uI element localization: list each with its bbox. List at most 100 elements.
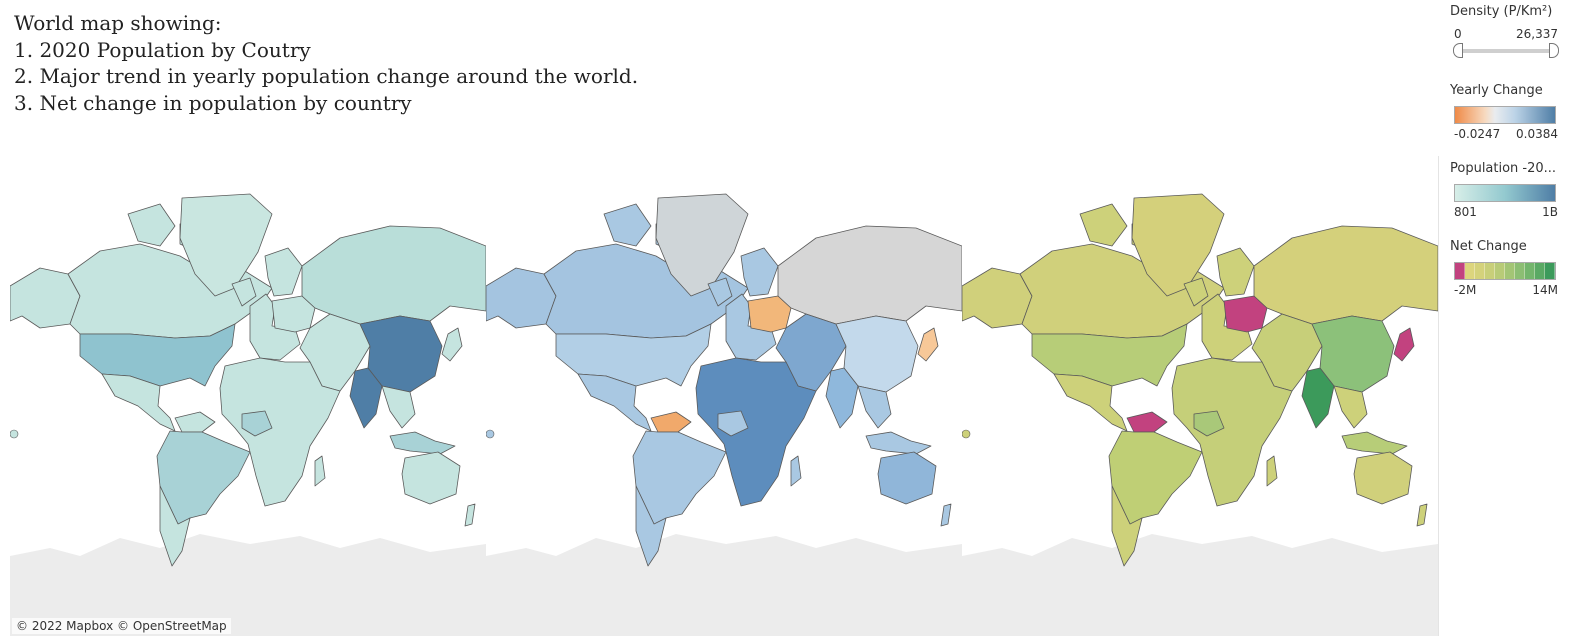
- density-min-label: 0: [1454, 27, 1462, 41]
- russia-region[interactable]: [1253, 225, 1438, 325]
- china-region[interactable]: [359, 315, 443, 393]
- india-region[interactable]: [1301, 367, 1335, 429]
- russia-region[interactable]: [301, 225, 486, 325]
- southeast-asia[interactable]: [381, 385, 416, 429]
- density-legend: Density (P/Km²) 0 26,337: [1450, 4, 1562, 58]
- west-africa-region[interactable]: [1193, 410, 1225, 437]
- indonesia-region[interactable]: [1341, 431, 1408, 455]
- middle-east-central-asia[interactable]: [775, 313, 847, 392]
- japan-region[interactable]: [441, 327, 463, 362]
- southern-cone[interactable]: [1111, 485, 1143, 567]
- western-europe[interactable]: [231, 277, 301, 361]
- map-attribution[interactable]: © 2022 Mapbox © OpenStreetMap: [12, 618, 231, 634]
- net-change-color-ramp: [1454, 262, 1556, 280]
- world-map[interactable]: [486, 156, 962, 636]
- hawaii-marker[interactable]: [10, 429, 19, 439]
- mexico-central-america[interactable]: [577, 373, 652, 432]
- world-map[interactable]: [962, 156, 1438, 636]
- title-line: 2. Major trend in yearly population chan…: [14, 64, 639, 88]
- southern-cone[interactable]: [635, 485, 667, 567]
- population-min-label: 801: [1454, 205, 1477, 219]
- madagascar-island[interactable]: [314, 455, 326, 487]
- southeast-asia[interactable]: [857, 385, 892, 429]
- density-slider-min-handle[interactable]: [1453, 43, 1463, 58]
- russia-region[interactable]: [777, 225, 962, 325]
- yearly-change-legend: Yearly Change -0.0247 0.0384: [1450, 83, 1562, 141]
- net-change-map-panel[interactable]: [962, 156, 1439, 636]
- china-region[interactable]: [1311, 315, 1395, 393]
- venezuela-region[interactable]: [650, 411, 692, 433]
- western-europe[interactable]: [707, 277, 777, 361]
- mexico-central-america[interactable]: [1053, 373, 1128, 432]
- new-zealand-region[interactable]: [940, 503, 952, 527]
- net-change-legend-title: Net Change: [1450, 239, 1527, 254]
- yearly-change-max-label: 0.0384: [1516, 127, 1558, 141]
- maps-area: © 2022 Mapbox © OpenStreetMap: [10, 156, 1439, 636]
- australia-region[interactable]: [877, 451, 937, 505]
- hawaii-marker[interactable]: [486, 429, 495, 439]
- density-legend-title: Density (P/Km²): [1450, 4, 1553, 19]
- australia-region[interactable]: [1353, 451, 1413, 505]
- venezuela-region[interactable]: [1126, 411, 1168, 433]
- density-range-slider[interactable]: [1453, 43, 1559, 58]
- canada-region[interactable]: [543, 243, 749, 339]
- population-legend: Population -20... 801 1B: [1450, 161, 1562, 219]
- title-line: 1. 2020 Population by Coutry: [14, 37, 311, 62]
- net-change-ramp-step: [1475, 263, 1485, 279]
- population-max-label: 1B: [1542, 205, 1558, 219]
- yearly-change-map-panel[interactable]: [486, 156, 963, 636]
- africa-region[interactable]: [219, 357, 341, 507]
- net-change-ramp-step: [1465, 263, 1475, 279]
- net-change-ramp-step: [1535, 263, 1545, 279]
- australia-region[interactable]: [401, 451, 461, 505]
- southeast-asia[interactable]: [1333, 385, 1368, 429]
- scandinavia-region[interactable]: [264, 247, 303, 297]
- madagascar-island[interactable]: [1266, 455, 1278, 487]
- india-region[interactable]: [825, 367, 859, 429]
- population-legend-title: Population -20...: [1450, 161, 1557, 176]
- madagascar-island[interactable]: [790, 455, 802, 487]
- yearly-change-legend-title: Yearly Change: [1450, 83, 1543, 98]
- net-change-ramp-step: [1545, 263, 1555, 279]
- hawaii-marker[interactable]: [962, 429, 971, 439]
- middle-east-central-asia[interactable]: [1251, 313, 1323, 392]
- yearly-change-color-ramp: [1454, 106, 1556, 124]
- antarctica-landmass: [486, 534, 962, 636]
- west-africa-region[interactable]: [717, 410, 749, 437]
- density-max-label: 26,337: [1516, 27, 1558, 41]
- canada-region[interactable]: [67, 243, 273, 339]
- indonesia-region[interactable]: [389, 431, 456, 455]
- india-region[interactable]: [349, 367, 383, 429]
- scandinavia-region[interactable]: [740, 247, 779, 297]
- density-slider-max-handle[interactable]: [1549, 43, 1559, 58]
- canada-region[interactable]: [1019, 243, 1225, 339]
- africa-region[interactable]: [1171, 357, 1293, 507]
- antarctica-landmass: [10, 534, 486, 636]
- new-zealand-region[interactable]: [1416, 503, 1428, 527]
- title-line: 3. Net change in population by country: [14, 90, 412, 115]
- indonesia-region[interactable]: [865, 431, 932, 455]
- southern-cone[interactable]: [159, 485, 191, 567]
- china-region[interactable]: [835, 315, 919, 393]
- antarctica-landmass: [962, 534, 1438, 636]
- net-change-ramp-step: [1495, 263, 1505, 279]
- venezuela-region[interactable]: [174, 411, 216, 433]
- title-block: World map showing: 1. 2020 Population by…: [14, 10, 638, 116]
- japan-region[interactable]: [917, 327, 939, 362]
- net-change-ramp-step: [1455, 263, 1465, 279]
- africa-region[interactable]: [695, 357, 817, 507]
- western-europe[interactable]: [1183, 277, 1253, 361]
- net-change-legend: Net Change -2M 14M: [1450, 239, 1562, 297]
- net-change-ramp-step: [1485, 263, 1495, 279]
- west-africa-region[interactable]: [241, 410, 273, 437]
- middle-east-central-asia[interactable]: [299, 313, 371, 392]
- yearly-change-min-label: -0.0247: [1454, 127, 1501, 141]
- net-change-min-label: -2M: [1454, 283, 1477, 297]
- new-zealand-region[interactable]: [464, 503, 476, 527]
- japan-region[interactable]: [1393, 327, 1415, 362]
- population-map-panel[interactable]: [10, 156, 487, 636]
- scandinavia-region[interactable]: [1216, 247, 1255, 297]
- net-change-ramp-step: [1515, 263, 1525, 279]
- world-map[interactable]: [10, 156, 486, 636]
- mexico-central-america[interactable]: [101, 373, 176, 432]
